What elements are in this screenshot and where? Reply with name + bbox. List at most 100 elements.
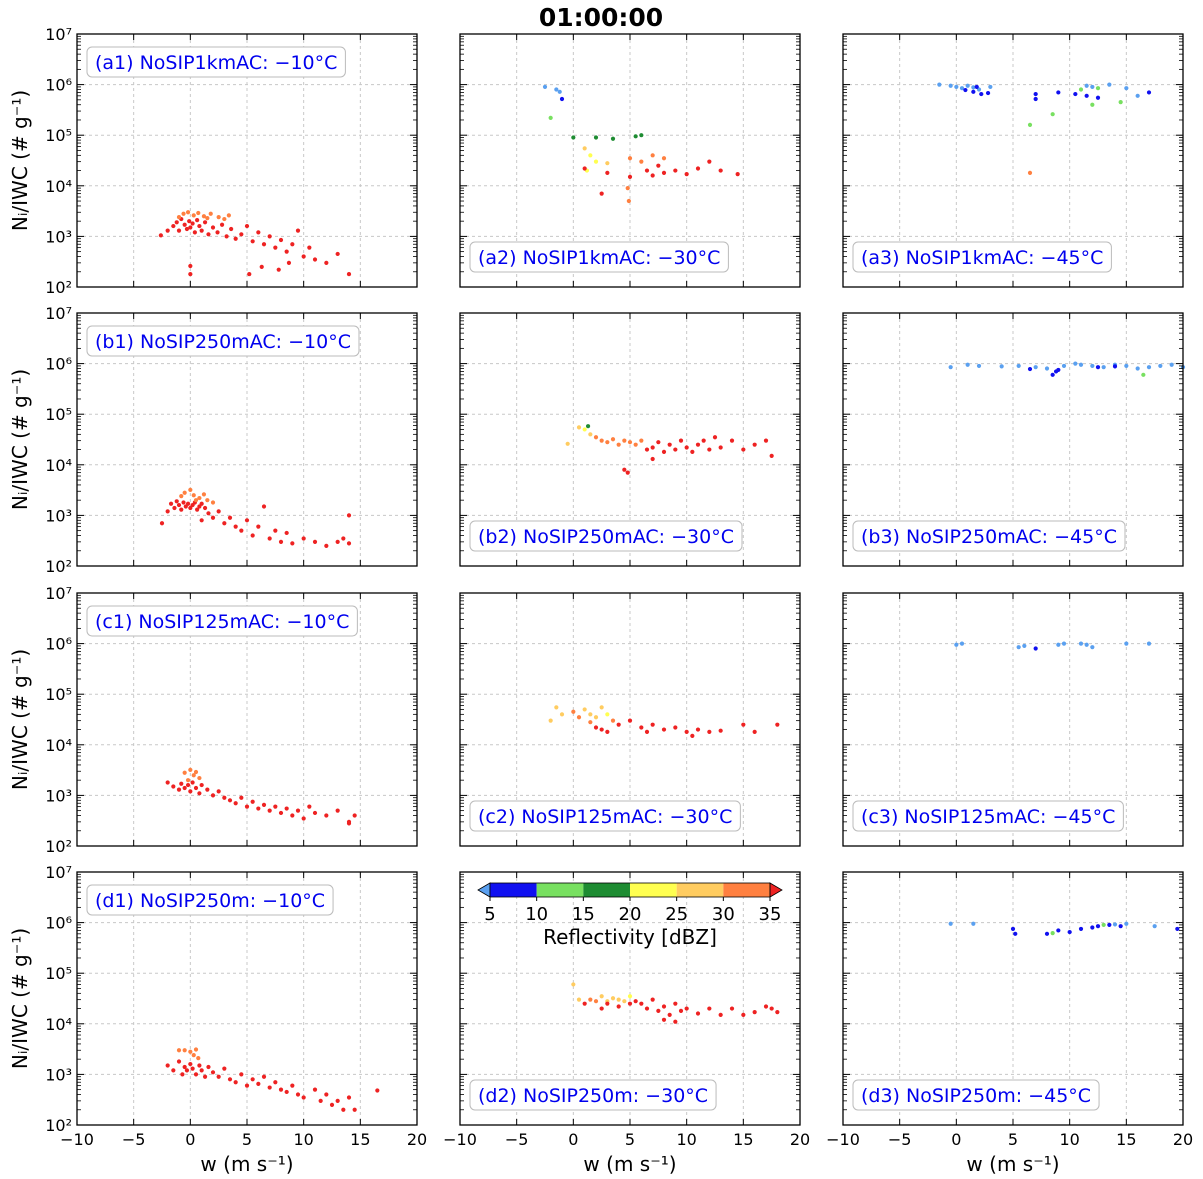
data-point [650, 997, 655, 1002]
data-point [985, 90, 991, 96]
data-point [633, 442, 638, 447]
data-point [176, 215, 182, 220]
y-tick-label: 10⁷ [45, 304, 72, 323]
data-point [191, 493, 196, 498]
data-point [729, 438, 735, 443]
x-tick-label: −5 [888, 1130, 912, 1149]
figure-title: 01:00:00 [539, 3, 663, 32]
panel-label-frame [86, 605, 358, 637]
data-point [627, 174, 633, 179]
data-point [1027, 170, 1033, 175]
data-point [188, 1061, 193, 1067]
panel-c1: 10² 10³ 10⁴ 10⁵ 10⁶ 10⁷ Nᵢ/IWC (# g⁻¹) (c1) NoS… [8, 584, 418, 856]
data-point [307, 245, 312, 250]
data-point [1124, 921, 1129, 926]
data-point [191, 773, 196, 778]
data-point [312, 1087, 318, 1092]
data-point [627, 994, 633, 999]
data-point [588, 997, 593, 1002]
data-point [1033, 91, 1038, 97]
data-point [948, 365, 953, 370]
data-point [585, 424, 591, 429]
data-point [165, 1063, 170, 1068]
data-point [1084, 93, 1089, 98]
data-point [582, 427, 587, 432]
data-point [250, 1077, 255, 1082]
data-point [769, 453, 774, 458]
data-point [582, 1001, 587, 1006]
colorbar-tick-label: 15 [572, 904, 595, 925]
y-axis-label: Nᵢ/IWC (# g⁻¹) [8, 928, 32, 1069]
data-point [588, 153, 593, 158]
y-tick-label: 10² [45, 278, 72, 297]
data-point [633, 134, 638, 139]
data-point [1146, 365, 1152, 370]
data-point [1061, 363, 1067, 369]
data-point [605, 729, 610, 734]
data-point [650, 445, 655, 450]
data-point [290, 242, 295, 247]
data-point [571, 982, 576, 987]
colorbar-label: Reflectivity [dBZ] [543, 925, 717, 949]
data-point [576, 425, 582, 430]
data-point [965, 83, 970, 88]
data-point [639, 133, 644, 138]
data-point [954, 84, 959, 90]
data-point [622, 467, 627, 472]
data-point [775, 722, 780, 727]
data-point [233, 801, 238, 806]
data-point [233, 1080, 238, 1085]
data-point [224, 234, 229, 239]
data-point [185, 210, 191, 215]
data-point [205, 215, 210, 221]
data-point [1073, 91, 1078, 97]
panel-label-frame [86, 46, 346, 78]
data-point [661, 170, 667, 175]
data-point [202, 505, 208, 511]
data-point [718, 168, 723, 173]
data-point [625, 186, 630, 191]
data-point [184, 226, 190, 232]
panel-b1: 10² 10³ 10⁴ 10⁵ 10⁶ 10⁷ Nᵢ/IWC (# g⁻¹) (b1) NoS… [8, 304, 418, 576]
data-point [227, 1077, 233, 1082]
panel-label-frame [852, 800, 1124, 832]
data-point [599, 727, 604, 732]
colorbar-segment [536, 883, 584, 897]
data-point [301, 254, 306, 259]
data-point [673, 1001, 678, 1006]
data-point [1112, 364, 1118, 369]
y-tick-label: 10⁷ [45, 25, 72, 44]
data-point [1112, 922, 1118, 927]
data-point [190, 780, 195, 785]
data-point [1050, 372, 1055, 377]
data-point [250, 799, 255, 804]
data-point [616, 442, 621, 447]
data-point [278, 539, 284, 544]
data-point [712, 435, 718, 440]
data-point [582, 707, 587, 712]
y-tick-label: 10² [45, 837, 72, 856]
data-point [639, 159, 644, 164]
data-point [1101, 365, 1106, 370]
y-tick-label: 10⁴ [45, 456, 72, 475]
data-point [171, 784, 176, 789]
data-point [707, 447, 712, 452]
panel-label-box: (a3) NoSIP1kmAC: −45°C [852, 241, 1112, 273]
data-point [673, 725, 678, 730]
data-point [244, 518, 250, 523]
data-point [346, 541, 352, 546]
data-point [171, 223, 176, 229]
data-point [205, 498, 210, 503]
data-point [335, 808, 340, 813]
data-point [181, 211, 186, 216]
data-point [599, 705, 604, 710]
data-point [216, 789, 221, 794]
data-point [261, 1074, 267, 1079]
x-tick-label: 5 [1008, 1130, 1018, 1149]
panel-label: (a2) NoSIP1kmAC: −30°C [478, 247, 720, 269]
data-point [626, 198, 631, 204]
data-point [239, 232, 244, 237]
data-point [301, 536, 306, 541]
panel-label-box: (d2) NoSIP250m: −30°C [469, 1079, 717, 1111]
data-point [656, 440, 661, 445]
